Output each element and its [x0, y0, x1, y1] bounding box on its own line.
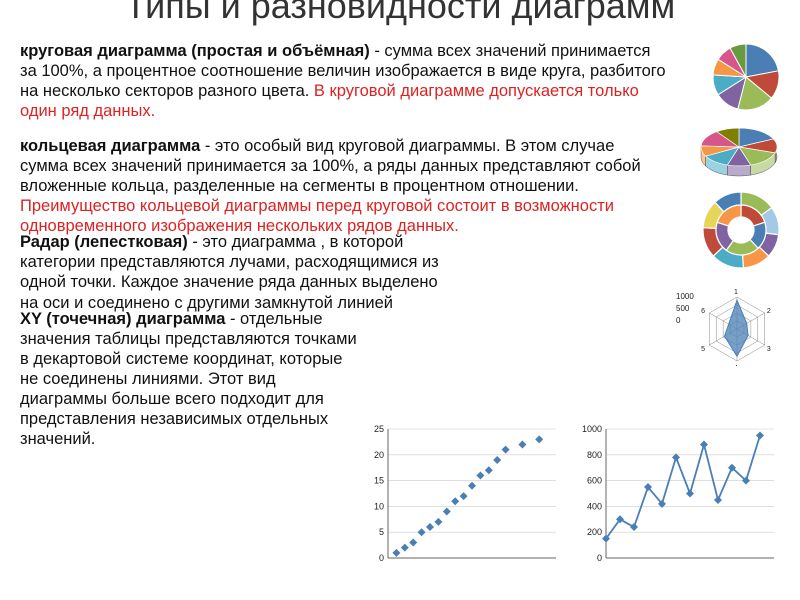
- svg-text:0: 0: [676, 316, 681, 325]
- svg-text:1000: 1000: [582, 424, 602, 434]
- p1-bold: круговая диаграмма (простая и объёмная): [20, 42, 370, 60]
- p4-bold: XY (точечная) диаграмма: [20, 310, 225, 328]
- svg-text:4: 4: [734, 365, 738, 366]
- svg-text:15: 15: [374, 476, 384, 486]
- svg-text:6: 6: [701, 308, 705, 315]
- para-scatter: XY (точечная) диаграмма - отдельные знач…: [20, 309, 360, 450]
- pie-chart-3d: [696, 123, 782, 179]
- page-title: Типы и разновидности диаграмм: [0, 0, 800, 26]
- donut-chart: [700, 189, 782, 271]
- svg-text:800: 800: [587, 450, 602, 460]
- svg-text:5: 5: [379, 527, 384, 537]
- svg-text:3: 3: [767, 346, 771, 353]
- svg-text:500: 500: [676, 304, 690, 313]
- radar-chart-wrap: 0 500 1000 1 2 3 4 5 6: [672, 281, 782, 366]
- svg-text:20: 20: [374, 450, 384, 460]
- para-radar: Радар (лепестковая) - это диаграмма , в …: [20, 232, 460, 313]
- svg-text:600: 600: [587, 476, 602, 486]
- bottom-charts-row: 0 5 10 15 20 25 0 200 400 600 800 1000: [362, 421, 782, 576]
- line-chart: 0 200 400 600 800 1000: [572, 421, 782, 576]
- svg-text:1000: 1000: [676, 292, 694, 301]
- radar-chart: 0 500 1000 1 2 3 4 5 6: [672, 281, 782, 366]
- right-chart-column: [672, 41, 782, 271]
- p2-bold: кольцевая диаграмма: [20, 137, 200, 155]
- scatter-chart: 0 5 10 15 20 25: [362, 421, 562, 576]
- svg-text:10: 10: [374, 501, 384, 511]
- svg-text:25: 25: [374, 424, 384, 434]
- p2-red: Преимущество кольцевой диаграммы перед к…: [20, 197, 614, 235]
- svg-text:200: 200: [587, 527, 602, 537]
- svg-text:1: 1: [734, 289, 738, 296]
- p4-body: - отдельные значения таблицы представляю…: [20, 310, 357, 449]
- svg-text:5: 5: [701, 346, 705, 353]
- svg-text:400: 400: [587, 501, 602, 511]
- para-donut: кольцевая диаграмма - это особый вид кру…: [20, 136, 660, 237]
- p3-bold: Радар (лепестковая): [20, 233, 188, 251]
- svg-text:0: 0: [597, 553, 602, 563]
- para-pie: круговая диаграмма (простая и объёмная) …: [20, 41, 670, 122]
- content-column: круговая диаграмма (простая и объёмная) …: [20, 41, 670, 464]
- svg-text:2: 2: [767, 308, 771, 315]
- pie-chart-simple: [710, 41, 782, 113]
- svg-text:0: 0: [379, 553, 384, 563]
